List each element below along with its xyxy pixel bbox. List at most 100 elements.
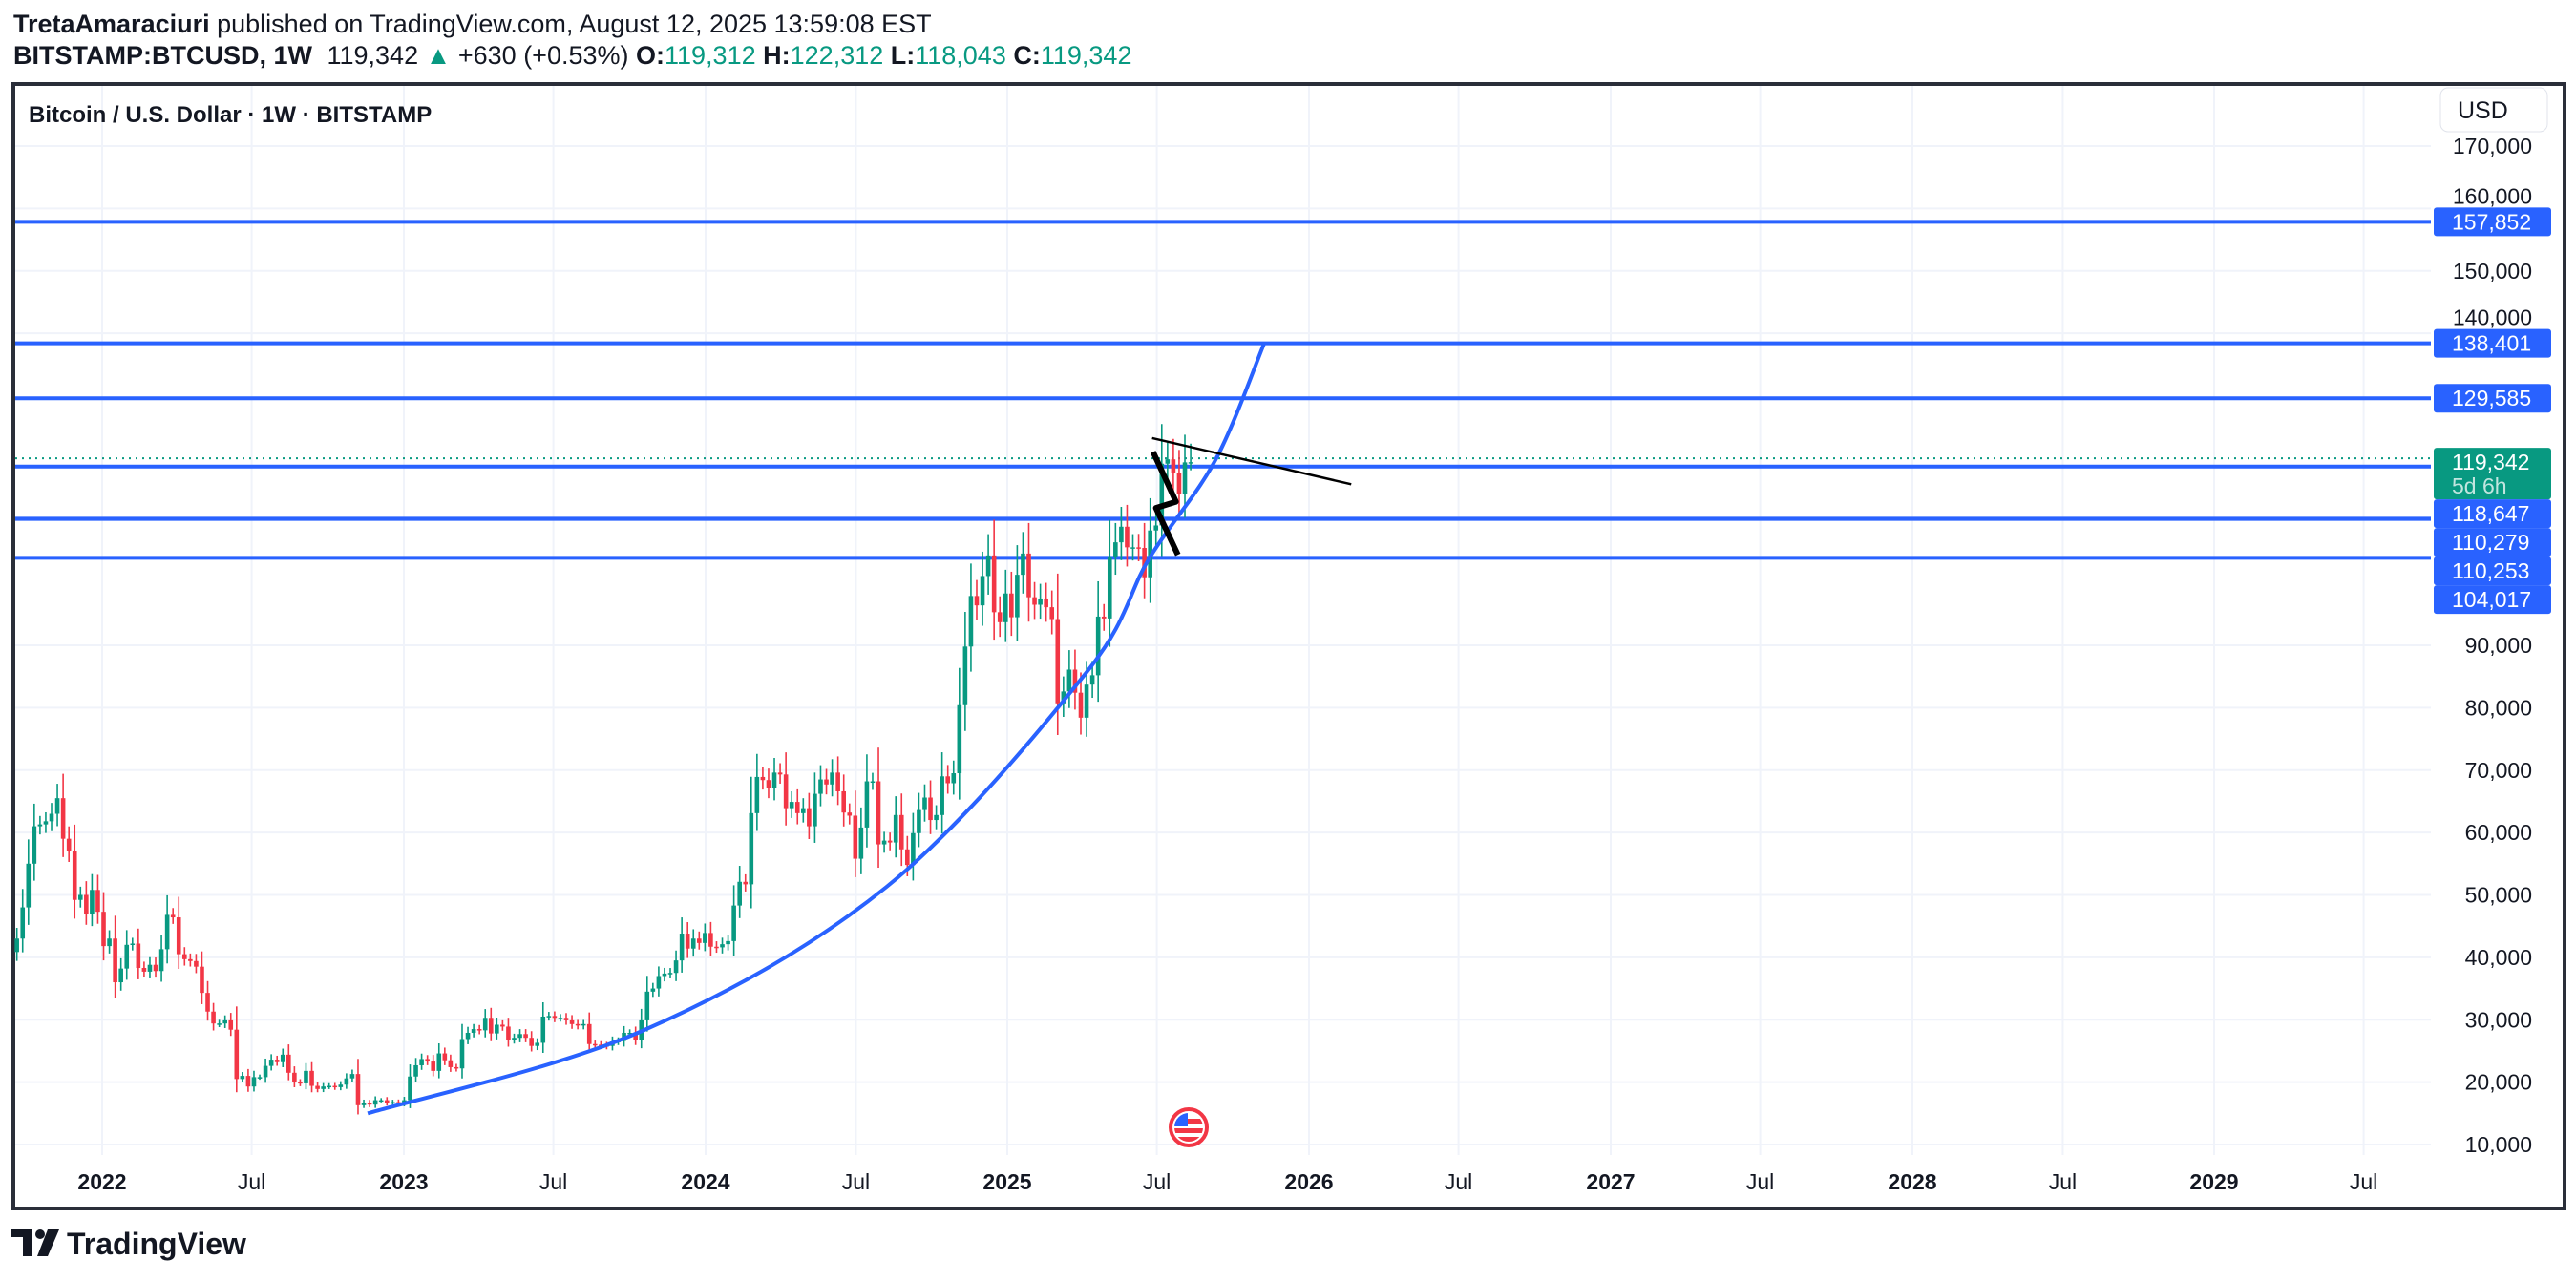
candle-body bbox=[495, 1024, 499, 1034]
candle-body bbox=[338, 1084, 344, 1087]
candle-body bbox=[488, 1018, 494, 1034]
price-tick-label: 60,000 bbox=[2465, 820, 2532, 845]
candle-body bbox=[332, 1085, 338, 1088]
candle-body bbox=[749, 812, 754, 885]
candle-body bbox=[136, 943, 141, 968]
label-background bbox=[2434, 207, 2551, 237]
candle-body bbox=[743, 881, 749, 885]
candle-body bbox=[737, 881, 742, 906]
label-background bbox=[2434, 384, 2551, 413]
author-name[interactable]: TretaAmaraciuri bbox=[13, 10, 210, 38]
candle-body bbox=[49, 813, 54, 822]
candle-body bbox=[1153, 525, 1159, 531]
candle-body bbox=[911, 832, 916, 866]
candle-body bbox=[1078, 692, 1084, 718]
candle-body bbox=[1084, 684, 1089, 718]
candle-body bbox=[708, 933, 713, 947]
candle-body bbox=[372, 1100, 378, 1105]
candle-body bbox=[355, 1074, 361, 1105]
candle-body bbox=[876, 781, 881, 845]
candle-body bbox=[586, 1023, 592, 1044]
candle-body bbox=[523, 1034, 528, 1039]
candle-body bbox=[824, 779, 829, 785]
candle-body bbox=[90, 890, 95, 914]
price-change: +630 (+0.53%) bbox=[458, 41, 629, 70]
label-text: 129,585 bbox=[2452, 386, 2531, 410]
label-text: 157,852 bbox=[2452, 209, 2531, 234]
candle-body bbox=[321, 1086, 326, 1089]
candle-body bbox=[644, 991, 650, 1020]
symbol-info: BITSTAMP:BTCUSD, 1W 119,342 ▲ +630 (+0.5… bbox=[13, 41, 1131, 70]
up-arrow-icon: ▲ bbox=[426, 41, 452, 70]
candle-body bbox=[425, 1059, 430, 1062]
candle-body bbox=[413, 1064, 418, 1077]
us-flag-event-icon[interactable] bbox=[1169, 1107, 1209, 1147]
candle-body bbox=[512, 1038, 517, 1040]
candle-body bbox=[1095, 616, 1101, 676]
candle-body bbox=[968, 596, 974, 647]
candle-body bbox=[766, 780, 771, 788]
horizontal-levels[interactable] bbox=[15, 220, 2431, 560]
candle-body bbox=[408, 1076, 412, 1101]
candle-body bbox=[1089, 675, 1095, 685]
price-tick-label: 160,000 bbox=[2453, 183, 2532, 208]
price-level-label: 129,585 bbox=[2434, 384, 2551, 413]
candle-body bbox=[714, 946, 719, 949]
candle-body bbox=[66, 838, 72, 851]
candle-body bbox=[309, 1070, 314, 1086]
candle-body bbox=[818, 779, 823, 794]
candle-body bbox=[194, 960, 199, 967]
candle-body bbox=[200, 966, 204, 994]
candle-body bbox=[575, 1023, 581, 1026]
candle-body bbox=[1130, 547, 1135, 549]
trendline[interactable] bbox=[1151, 436, 1352, 486]
candle-body bbox=[945, 776, 951, 784]
candle-body bbox=[650, 988, 656, 992]
candle-body bbox=[893, 814, 898, 843]
candle-body bbox=[777, 772, 783, 775]
parabolic-curve[interactable] bbox=[367, 344, 1266, 1116]
price-tick-label: 40,000 bbox=[2465, 945, 2532, 970]
price-level-label: 157,852 bbox=[2434, 207, 2551, 237]
candle-body bbox=[251, 1077, 257, 1087]
label-background bbox=[2434, 328, 2551, 358]
price-axis[interactable]: 10,000 20,000 30,000 40,000 50,000 60,000 70,0… bbox=[2453, 134, 2532, 1157]
candle-body bbox=[1009, 593, 1014, 618]
label-text: 104,017 bbox=[2452, 587, 2531, 612]
candle-body bbox=[552, 1016, 558, 1019]
price-tick-label: 170,000 bbox=[2453, 134, 2532, 158]
candle-body bbox=[506, 1026, 511, 1040]
candle-body bbox=[627, 1032, 632, 1035]
candle-body bbox=[841, 790, 846, 813]
label-background bbox=[2434, 448, 2551, 500]
candle-body bbox=[835, 772, 840, 791]
time-axis[interactable]: 2022 Jul 2023 Jul 2024 Jul 2025 Jul 2026 Jul 2027 J… bbox=[77, 1169, 2377, 1194]
label-text: 110,253 bbox=[2452, 558, 2529, 583]
currency-button[interactable]: USD bbox=[2439, 87, 2548, 133]
time-tick-label: Jul bbox=[1746, 1169, 1774, 1194]
candle-body bbox=[315, 1085, 320, 1089]
candle-body bbox=[101, 912, 106, 947]
price-tick-label: 150,000 bbox=[2453, 259, 2532, 284]
publish-info: TretaAmaraciuri published on TradingView… bbox=[13, 10, 932, 38]
candle-body bbox=[1159, 463, 1165, 526]
candle-body bbox=[465, 1032, 471, 1040]
time-tick-label: Jul bbox=[842, 1169, 870, 1194]
candle-body bbox=[569, 1019, 575, 1024]
candle-body bbox=[853, 815, 858, 859]
candle-body bbox=[459, 1039, 465, 1069]
candle-body bbox=[974, 596, 980, 606]
candle-body bbox=[870, 781, 876, 784]
symbol-name: BITSTAMP:BTCUSD, 1W bbox=[13, 41, 312, 70]
candle-body bbox=[1165, 459, 1171, 464]
candle-body bbox=[43, 821, 49, 825]
candle-body bbox=[327, 1085, 332, 1088]
drawings[interactable] bbox=[367, 344, 1352, 1116]
candle-body bbox=[592, 1043, 598, 1046]
high-value: 122,312 bbox=[791, 41, 884, 70]
candle-body bbox=[431, 1061, 436, 1071]
candle-body bbox=[436, 1053, 442, 1071]
candle-body bbox=[234, 1029, 240, 1080]
